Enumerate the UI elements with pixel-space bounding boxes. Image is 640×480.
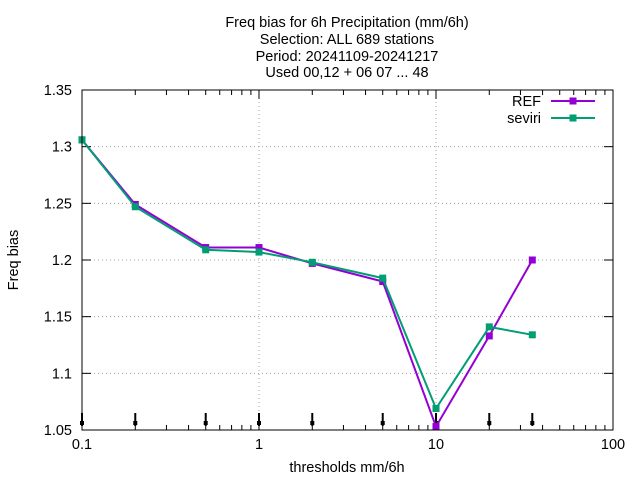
- legend-swatch-marker: [569, 114, 577, 122]
- data-point-seviri: [379, 274, 387, 282]
- legend-label: REF: [512, 94, 541, 110]
- x-tick-labels: 0.1 1 10 100: [72, 437, 625, 453]
- event-marker-dot: [133, 421, 138, 425]
- event-marker-dot: [487, 421, 492, 425]
- axis-ticks: [81, 89, 614, 431]
- event-marker-dot: [257, 421, 261, 425]
- event-marker-dot: [434, 421, 438, 425]
- title-line-1: Freq bias for 6h Precipitation (mm/6h): [225, 15, 468, 31]
- y-tick-label: 1.1: [52, 366, 72, 382]
- grid-lines: [82, 90, 613, 430]
- event-marker-dot: [203, 421, 208, 425]
- x-tick-label: 10: [428, 437, 444, 453]
- legend-swatch-marker: [569, 97, 577, 105]
- y-tick-label: 1.3: [52, 140, 72, 156]
- event-marker-dot: [310, 421, 315, 425]
- x-tick-label: 100: [601, 437, 625, 453]
- data-point-seviri: [308, 258, 316, 266]
- y-tick-label: 1.2: [52, 253, 72, 269]
- data-point-seviri: [202, 246, 210, 254]
- series-line-seviri: [81, 139, 533, 411]
- y-tick-label: 1.05: [44, 423, 72, 439]
- title-line-4: Used 00,12 + 06 07 ... 48: [265, 65, 428, 81]
- data-point-seviri: [255, 248, 263, 256]
- data-point-seviri: [485, 323, 493, 331]
- data-point-REF: [528, 256, 536, 264]
- data-point-seviri: [528, 331, 536, 339]
- y-tick-label: 1.15: [44, 310, 72, 326]
- data-point-REF: [255, 244, 263, 252]
- event-marker-dot: [380, 421, 385, 425]
- plot-series: [78, 136, 536, 431]
- x-tick-label: 1: [255, 437, 263, 453]
- series-line-REF: [81, 139, 534, 429]
- data-point-REF: [432, 423, 440, 431]
- y-axis-label: Freq bias: [6, 230, 22, 290]
- y-tick-labels: 1.05 1.1 1.15 1.2 1.25 1.3 1.35: [44, 83, 72, 439]
- data-point-seviri: [131, 203, 139, 211]
- event-markers: [80, 413, 535, 426]
- x-tick-label: 0.1: [72, 437, 92, 453]
- legend-label: seviri: [507, 111, 541, 127]
- y-tick-label: 1.35: [44, 83, 72, 99]
- plot-frame: [81, 89, 614, 431]
- y-tick-label: 1.25: [44, 196, 72, 212]
- event-marker-dot: [530, 421, 535, 425]
- data-point-seviri: [432, 404, 440, 412]
- title-line-3: Period: 20241109-20241217: [256, 49, 439, 65]
- data-point-REF: [485, 332, 493, 340]
- x-axis-label: thresholds mm/6h: [289, 460, 404, 476]
- title-line-2: Selection: ALL 689 stations: [260, 32, 434, 48]
- chart-title: Freq bias for 6h Precipitation (mm/6h) S…: [225, 15, 468, 81]
